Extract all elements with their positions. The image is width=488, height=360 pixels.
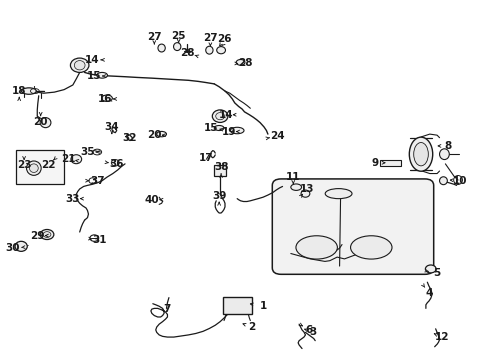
Ellipse shape [15, 241, 27, 251]
Ellipse shape [205, 46, 213, 54]
Text: 20: 20 [147, 130, 161, 140]
Ellipse shape [439, 177, 447, 185]
Text: 2: 2 [248, 322, 255, 332]
Text: 29: 29 [30, 231, 44, 240]
Ellipse shape [290, 184, 301, 190]
Ellipse shape [70, 58, 89, 72]
Text: 20: 20 [33, 117, 48, 127]
Text: 8: 8 [444, 141, 451, 151]
Ellipse shape [71, 155, 81, 164]
Text: 38: 38 [213, 162, 228, 172]
Text: 31: 31 [92, 235, 106, 245]
Text: 26: 26 [216, 35, 231, 44]
Ellipse shape [439, 149, 448, 159]
Ellipse shape [40, 229, 54, 239]
Text: 10: 10 [452, 176, 467, 186]
Ellipse shape [325, 189, 351, 199]
Ellipse shape [215, 113, 224, 120]
Ellipse shape [102, 95, 112, 102]
Text: 11: 11 [285, 172, 300, 182]
Text: 32: 32 [122, 133, 137, 143]
Ellipse shape [350, 236, 391, 259]
Text: 28: 28 [238, 58, 252, 68]
Text: 23: 23 [17, 160, 31, 170]
Ellipse shape [74, 60, 85, 70]
Text: 16: 16 [98, 94, 113, 104]
Ellipse shape [295, 236, 337, 259]
Text: 15: 15 [87, 71, 102, 81]
Text: 24: 24 [270, 131, 285, 141]
Bar [214, 165, 226, 176]
Text: 15: 15 [203, 123, 218, 133]
Text: 3: 3 [308, 327, 316, 337]
Ellipse shape [97, 72, 107, 78]
Text: 18: 18 [12, 86, 26, 96]
Ellipse shape [43, 231, 51, 237]
Ellipse shape [173, 42, 181, 50]
Ellipse shape [230, 127, 244, 134]
Text: 4: 4 [424, 288, 431, 298]
Ellipse shape [408, 137, 432, 171]
Text: 14: 14 [85, 55, 100, 65]
Text: 34: 34 [104, 122, 119, 132]
Ellipse shape [157, 131, 166, 137]
Ellipse shape [29, 164, 38, 172]
Ellipse shape [236, 59, 244, 65]
Ellipse shape [26, 161, 41, 175]
Text: 40: 40 [144, 195, 159, 205]
Text: 39: 39 [211, 191, 226, 201]
Text: 9: 9 [371, 158, 378, 168]
Text: 7: 7 [163, 304, 170, 314]
Ellipse shape [216, 46, 225, 54]
Text: 37: 37 [90, 176, 104, 186]
Text: 12: 12 [434, 332, 448, 342]
Text: 17: 17 [199, 153, 213, 163]
Text: 33: 33 [65, 194, 80, 204]
Ellipse shape [212, 110, 227, 122]
Text: 5: 5 [432, 268, 440, 278]
Text: 19: 19 [221, 127, 236, 136]
Text: 1: 1 [259, 301, 266, 311]
Ellipse shape [158, 44, 165, 52]
Bar [222, 297, 251, 315]
Text: 28: 28 [180, 48, 194, 58]
Text: 21: 21 [61, 154, 75, 164]
Ellipse shape [40, 118, 51, 128]
FancyBboxPatch shape [272, 179, 433, 274]
Ellipse shape [425, 265, 435, 273]
Ellipse shape [21, 88, 36, 94]
Ellipse shape [301, 190, 309, 197]
Text: 27: 27 [147, 32, 161, 42]
Ellipse shape [214, 126, 224, 131]
Bar [16, 150, 64, 184]
Ellipse shape [413, 143, 427, 166]
Text: 36: 36 [109, 159, 124, 169]
Bar [379, 160, 400, 166]
Text: 30: 30 [6, 243, 20, 253]
Text: 6: 6 [305, 325, 312, 335]
Text: 35: 35 [80, 147, 95, 157]
Text: 25: 25 [171, 31, 185, 41]
Text: 27: 27 [203, 33, 217, 43]
Text: 13: 13 [299, 184, 313, 194]
Text: 14: 14 [218, 110, 233, 120]
Text: 22: 22 [41, 160, 56, 170]
